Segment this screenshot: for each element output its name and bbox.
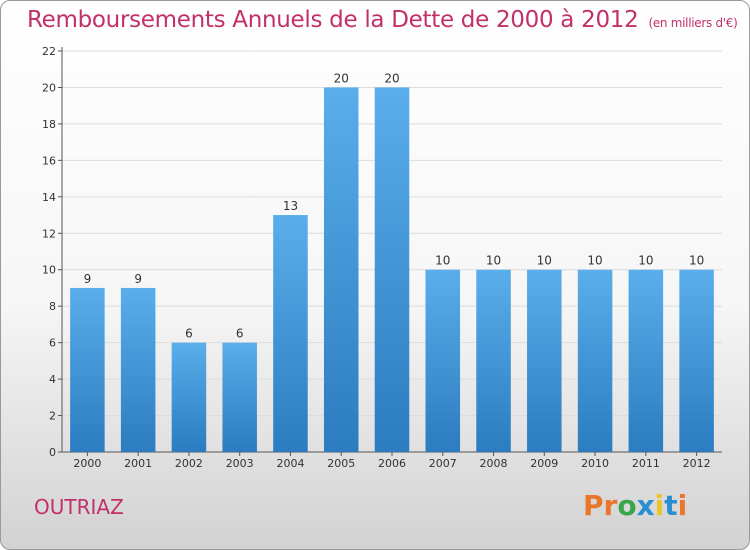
- bar-2012: [679, 269, 714, 452]
- y-tick-label: 4: [49, 373, 56, 386]
- x-tick-label: 2005: [327, 457, 355, 470]
- bar-value-label: 6: [185, 327, 193, 341]
- bar-value-label: 10: [486, 254, 501, 268]
- y-tick-label: 2: [49, 410, 56, 423]
- x-tick-label: 2010: [581, 457, 609, 470]
- bar-value-label: 10: [638, 254, 653, 268]
- bar-2004: [273, 215, 308, 452]
- logo-letter: P: [583, 489, 604, 522]
- bar-2009: [527, 269, 562, 452]
- logo-letter: t: [664, 489, 678, 522]
- bar-2008: [476, 269, 511, 452]
- x-tick-label: 2008: [480, 457, 508, 470]
- proxiti-logo[interactable]: Proxiti: [583, 489, 687, 522]
- bar-value-label: 9: [84, 272, 92, 286]
- bar-2010: [577, 269, 613, 452]
- bar-value-label: 10: [537, 254, 552, 268]
- y-tick-label: 8: [49, 300, 56, 313]
- bar-value-label: 9: [134, 272, 142, 286]
- bar-2000: [70, 287, 105, 452]
- y-tick-label: 12: [42, 227, 56, 240]
- bar-2011: [628, 269, 664, 452]
- y-tick-label: 22: [42, 45, 56, 58]
- logo-letter: i: [654, 489, 665, 522]
- bar-value-label: 6: [236, 327, 244, 341]
- logo-letter: x: [636, 489, 655, 522]
- bar-value-label: 20: [334, 71, 349, 85]
- title-text: Remboursements Annuels de la Dette de 20…: [27, 7, 639, 33]
- bar-2007: [425, 269, 461, 452]
- bar-2006: [374, 87, 410, 453]
- logo-letter: i: [677, 489, 688, 522]
- logo-letter: r: [603, 489, 618, 522]
- x-tick-label: 2004: [276, 457, 304, 470]
- y-tick-label: 20: [42, 81, 56, 94]
- x-tick-label: 2000: [73, 457, 101, 470]
- bars: [70, 87, 714, 453]
- x-tick-label: 2009: [530, 457, 558, 470]
- bar-value-label: 13: [283, 199, 298, 213]
- y-tick-label: 18: [42, 118, 56, 131]
- bar-value-label: 10: [587, 254, 602, 268]
- chart-subtitle: (en milliers d'€): [648, 16, 738, 30]
- y-tick-label: 0: [49, 446, 56, 459]
- bar-value-label: 10: [689, 254, 704, 268]
- x-tick-label: 2011: [632, 457, 660, 470]
- chart-title: Remboursements Annuels de la Dette de 20…: [27, 7, 738, 33]
- city-name: OUTRIAZ: [34, 495, 124, 519]
- x-tick-label: 2002: [175, 457, 203, 470]
- x-tick-label: 2007: [429, 457, 457, 470]
- bar-2002: [171, 342, 207, 452]
- x-tick-label: 2012: [683, 457, 711, 470]
- labels: 0 2 4 6 8 10 12 14 16 18 20 22 9 2000 9 2001 6 2002 6 2003 1…: [42, 45, 711, 470]
- x-tick-label: 2001: [124, 457, 152, 470]
- y-tick-label: 10: [42, 264, 56, 277]
- bar-2005: [323, 87, 359, 453]
- bar-value-label: 10: [435, 254, 450, 268]
- bar-2003: [222, 342, 257, 452]
- bar-value-label: 20: [384, 71, 399, 85]
- x-tick-label: 2003: [226, 457, 254, 470]
- y-tick-label: 14: [42, 191, 56, 204]
- y-tick-label: 16: [42, 154, 56, 167]
- y-tick-label: 6: [49, 337, 56, 350]
- bar-2001: [120, 287, 156, 452]
- logo-letter: o: [617, 489, 637, 522]
- x-tick-label: 2006: [378, 457, 406, 470]
